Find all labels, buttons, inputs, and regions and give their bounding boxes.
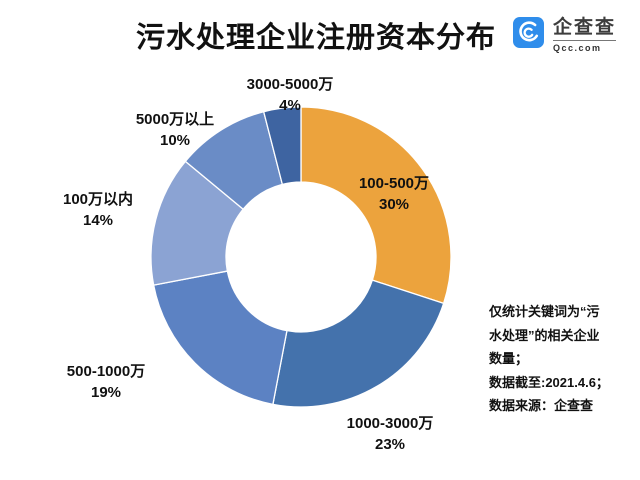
- slice-label-over-5000: 5000万以上 10%: [136, 109, 214, 151]
- donut-slice-5: [263, 106, 302, 186]
- donut-slice-0: [300, 106, 452, 305]
- slice-label-text: 1000-3000万: [346, 415, 434, 432]
- footnote-line: 数量；: [489, 351, 529, 366]
- slice-label-100-500: 100-500万 30%: [359, 173, 429, 215]
- slice-label-pct: 23%: [374, 436, 406, 453]
- qcc-logo-icon: [513, 17, 544, 48]
- footnote: 仅统计关键词为“污 水处理”的相关企业 数量； 数据截至:2021.4.6； 数…: [489, 300, 639, 418]
- slice-label-text: 100万以内: [62, 191, 134, 208]
- slice-label-pct: 4%: [279, 97, 301, 114]
- slice-label-3000-5000: 3000-5000万 4%: [247, 74, 334, 116]
- qcc-logo-domain: Qcc.com: [553, 43, 602, 53]
- donut-slice-1: [272, 279, 445, 408]
- footnote-line: 水处理”的相关企业: [489, 327, 600, 343]
- chart-title: 污水处理企业注册资本分布: [135, 22, 497, 54]
- footnote-line: 仅统计关键词为“污: [489, 304, 600, 319]
- donut-slice-2: [153, 270, 288, 405]
- slice-label-text: 500-1000万: [66, 363, 146, 380]
- slice-label-text: 5000万以上: [135, 111, 215, 128]
- slice-label-1000-3000: 1000-3000万 23%: [347, 413, 434, 455]
- slice-label-text: 100-500万: [358, 175, 430, 192]
- slice-label-pct: 14%: [82, 212, 114, 229]
- slice-label-pct: 19%: [90, 384, 122, 401]
- slice-label-500-1000: 500-1000万 19%: [67, 361, 145, 403]
- footnote-line: 数据来源：企查查: [489, 398, 594, 413]
- qcc-logo-name: 企查查: [553, 17, 617, 41]
- slice-label-pct: 30%: [378, 196, 410, 213]
- footnote-line: 数据截至:2021.4.6；: [489, 374, 609, 390]
- slice-label-pct: 10%: [159, 132, 191, 149]
- slice-label-under-100: 100万以内 14%: [63, 189, 133, 231]
- qcc-logo-text: 企查查 Qcc.com: [553, 17, 617, 53]
- qcc-logo: 企查查 Qcc.com: [513, 17, 617, 53]
- slice-label-text: 3000-5000万: [246, 76, 334, 93]
